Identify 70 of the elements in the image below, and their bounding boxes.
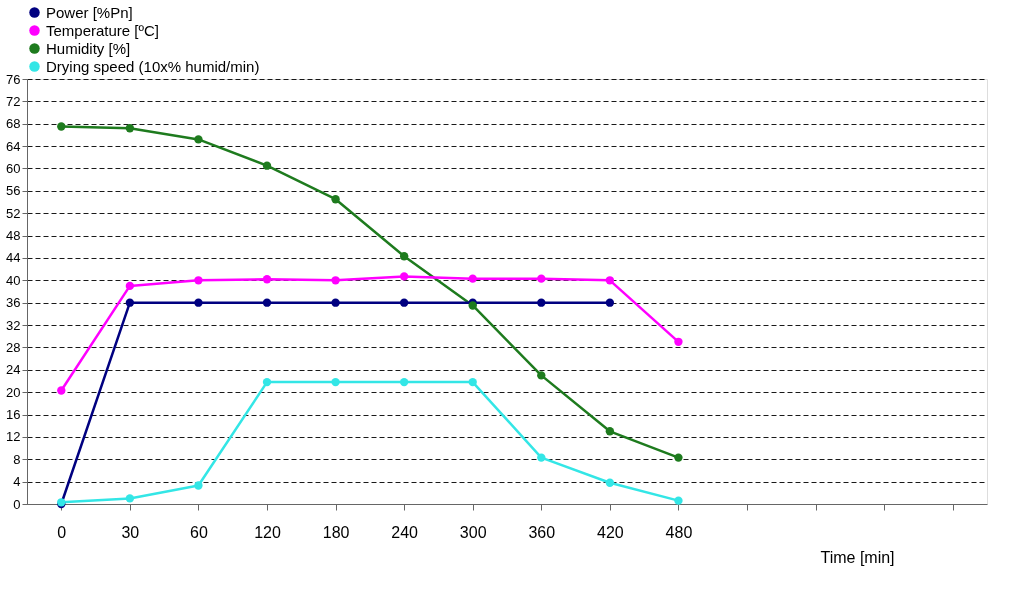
x-tick-label: 240 [391,523,419,541]
x-tick-label: 180 [322,523,350,541]
point [674,453,683,462]
point [674,337,683,346]
point [125,494,135,503]
y-tick-label: 28 [6,339,21,355]
point [399,272,409,281]
point [674,496,683,505]
point [468,274,477,283]
y-tick-label: 4 [13,474,21,490]
x-tick-label: 30 [121,523,140,541]
point [57,386,66,395]
point [331,195,340,204]
point [262,377,272,387]
y-tick-label: 44 [6,250,21,266]
point [537,298,546,307]
y-tick-label: 48 [6,228,21,244]
x-tick-label: 480 [665,523,693,541]
point [468,377,477,387]
point [399,298,409,307]
x-tick-label: 420 [597,523,624,541]
y-tick-label: 40 [6,272,21,288]
y-tick-label: 32 [6,317,21,333]
y-tick-label: 52 [6,205,21,221]
legend-label: Power [%Pn] [46,3,133,21]
point [194,276,203,285]
x-tick-label: 60 [190,523,208,541]
y-tick-label: 0 [13,496,21,512]
y-tick-label: 64 [6,138,21,154]
y-tick-label: 76 [6,71,21,87]
point [537,274,546,283]
point [57,122,66,131]
point [125,281,135,291]
y-tick-label: 36 [6,295,21,311]
point [194,481,203,490]
point [262,275,272,284]
x-tick-label: 120 [254,523,281,541]
legend-label: Drying speed (10x% humid/min) [46,57,260,75]
point [605,478,615,487]
legend-label: Humidity [%] [46,39,131,57]
point [262,298,272,307]
y-tick-label: 60 [6,160,21,176]
point [605,298,615,307]
x-tick-label: 360 [528,523,556,541]
point [125,298,135,307]
point [331,298,340,307]
y-tick-label: 16 [6,407,21,423]
x-tick-label: 300 [459,523,487,541]
y-tick-label: 68 [6,116,21,132]
point [605,276,615,285]
y-tick-label: 8 [13,451,21,467]
point [331,276,340,285]
y-tick-label: 20 [6,384,21,400]
legend-label: Temperature [ºC] [46,21,160,39]
y-tick-label: 12 [6,429,21,445]
point [331,377,340,387]
point [399,377,409,387]
y-tick-label: 56 [6,183,21,199]
point [194,135,203,144]
point [262,161,272,170]
point [605,427,615,436]
point [194,298,203,307]
y-tick-label: 24 [6,362,21,378]
point [537,371,546,380]
point [537,453,546,462]
point [399,252,409,261]
x-tick-label: 0 [57,523,67,541]
y-tick-label: 72 [6,93,21,109]
point [125,124,135,133]
x-axis-title: Time [min] [820,548,895,566]
